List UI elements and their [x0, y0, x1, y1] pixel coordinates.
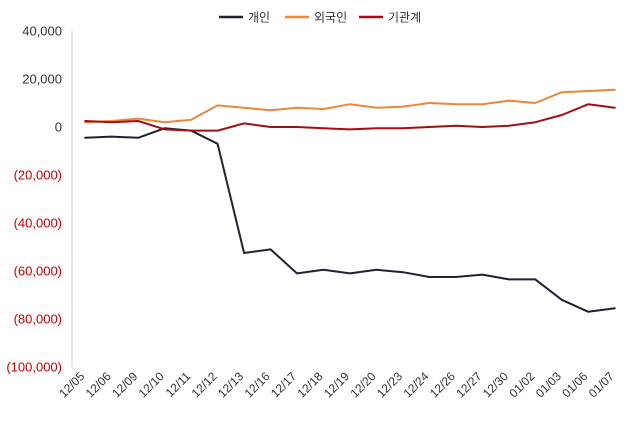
series-lines [84, 88, 616, 313]
series-line [84, 88, 616, 124]
x-tick-label: 12/11 [163, 369, 194, 400]
y-tick-label: 0 [55, 120, 62, 135]
x-tick-label: 01/07 [586, 369, 617, 400]
x-tick-label: 12/24 [400, 369, 431, 400]
x-tick-label: 12/10 [136, 369, 167, 400]
x-tick-label: 01/06 [559, 369, 590, 400]
legend-item: 기관계 [359, 11, 421, 25]
x-tick-label: 12/13 [215, 369, 246, 400]
legend-label: 외국인 [314, 11, 347, 25]
x-tick-label: 01/03 [533, 369, 564, 400]
x-tick-label: 12/27 [453, 369, 484, 400]
x-tick-label: 01/02 [506, 369, 537, 400]
series-line [84, 127, 616, 313]
x-tick-label: 12/19 [321, 369, 352, 400]
x-tick-label: 12/12 [189, 369, 220, 400]
y-tick-label: 20,000 [22, 72, 62, 87]
y-tick-label: (40,000) [14, 216, 62, 231]
legend-item: 외국인 [285, 11, 347, 25]
x-tick-label: 12/16 [242, 369, 273, 400]
x-axis: 12/0512/0612/0912/1012/1112/1212/1312/16… [56, 369, 617, 400]
x-tick-label: 12/30 [480, 369, 511, 400]
x-tick-label: 12/06 [83, 369, 114, 400]
y-axis: 40,000 20,000 0 (20,000) (40,000) (60,000) (80… [6, 24, 62, 375]
legend: 개인 외국인 기관계 [219, 11, 421, 25]
legend-item: 개인 [219, 11, 270, 25]
x-tick-label: 12/20 [347, 369, 378, 400]
x-tick-label: 12/09 [109, 369, 140, 400]
x-tick-label: 12/18 [295, 369, 326, 400]
x-tick-label: 12/23 [374, 369, 405, 400]
series-line [84, 103, 616, 132]
y-tick-label: (60,000) [14, 264, 62, 279]
y-tick-label: (20,000) [14, 168, 62, 183]
y-tick-label: (80,000) [14, 312, 62, 327]
legend-label: 개인 [248, 11, 270, 25]
x-tick-label: 12/26 [427, 369, 458, 400]
x-tick-label: 12/17 [268, 369, 299, 400]
y-tick-label: 40,000 [22, 24, 62, 39]
legend-label: 기관계 [388, 11, 421, 25]
y-tick-label: (100,000) [6, 360, 62, 375]
